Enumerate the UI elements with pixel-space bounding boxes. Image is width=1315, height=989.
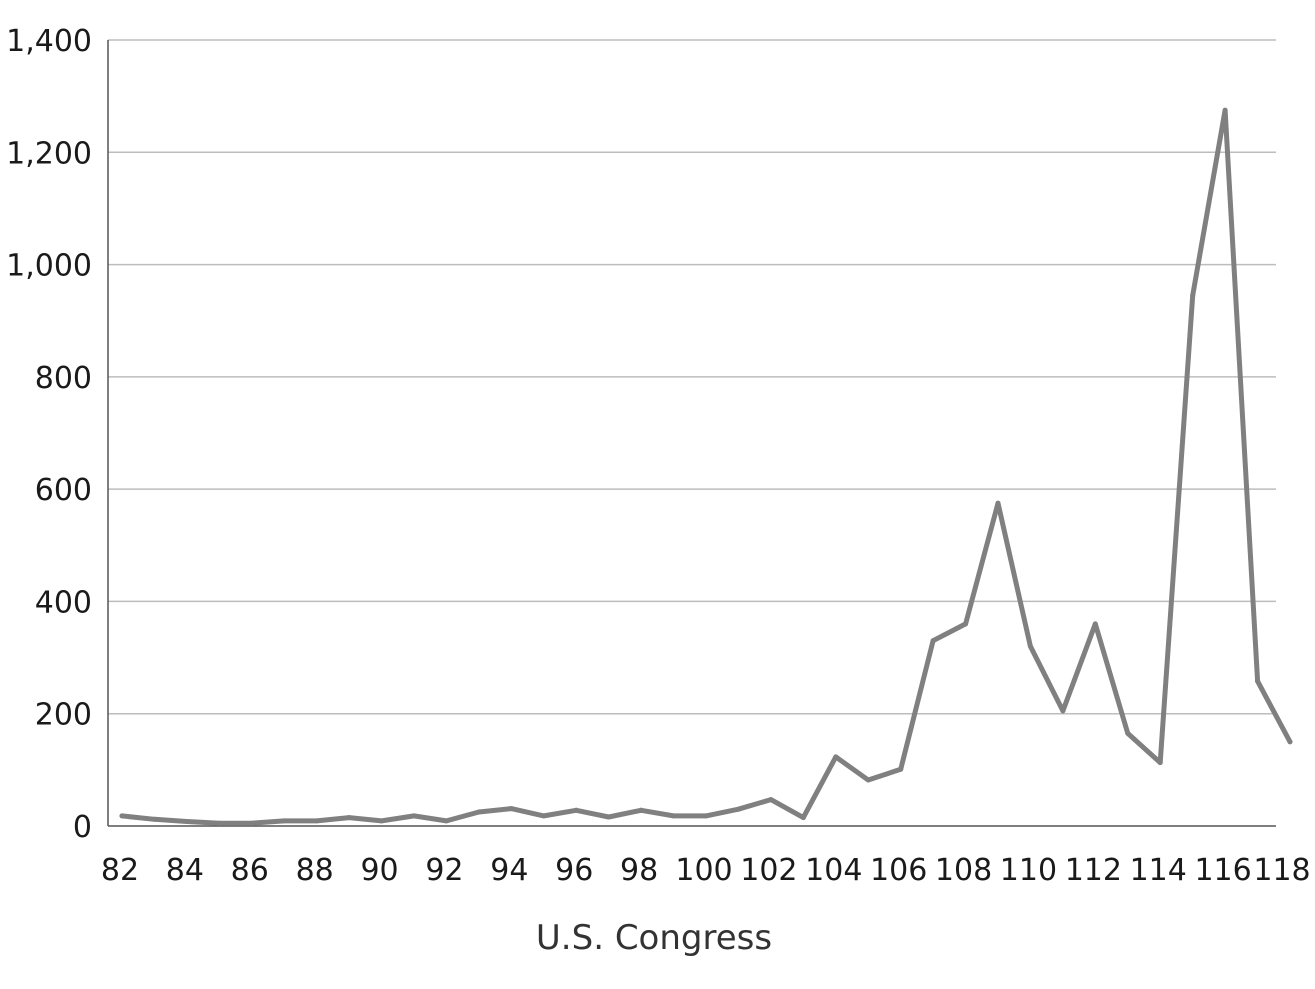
data-point [541,813,547,819]
x-tick-label: 108 [935,853,992,888]
data-point [800,815,806,821]
data-point [476,809,482,815]
x-tick-label: 102 [740,853,797,888]
y-tick-label: 1,400 [6,24,92,59]
data-point [703,813,709,819]
x-tick-label: 92 [425,853,463,888]
y-tick-label: 800 [35,361,92,396]
data-point [930,638,936,644]
x-axis-title: U.S. Congress [536,918,772,958]
y-tick-label: 600 [35,473,92,508]
series-line [119,107,1293,826]
x-tick-label: 114 [1130,853,1187,888]
axes [107,40,1276,827]
data-point [768,797,774,803]
x-tick-label: 110 [1000,853,1057,888]
x-tick-label: 98 [620,853,658,888]
x-tick-label: 106 [870,853,927,888]
x-tick-label: 116 [1194,853,1251,888]
data-point [1287,739,1293,745]
data-point [671,813,677,819]
data-point [119,813,125,819]
y-tick-label: 0 [73,810,92,845]
data-point [1222,107,1228,113]
x-tick-label: 118 [1253,853,1310,888]
data-point [1255,678,1261,684]
x-tick-label: 94 [490,853,528,888]
data-point [508,806,514,812]
data-point [1190,292,1196,298]
gridlines [108,39,1276,715]
x-tick-label: 112 [1065,853,1122,888]
data-point [281,818,287,824]
x-tick-label: 100 [675,853,732,888]
data-point [833,754,839,760]
data-point [573,807,579,813]
y-tick-label: 1,000 [6,249,92,284]
x-tick-label: 82 [101,853,139,888]
x-tick-label: 86 [231,853,269,888]
data-point [346,815,352,821]
data-point [963,621,969,627]
y-tick-label: 200 [35,698,92,733]
data-point [638,807,644,813]
x-tick-labels: 82 84 86 88 90 92 94 96 98 100 102 104 106 108 110 112 1… [101,853,1311,888]
data-point [411,813,417,819]
data-point [314,818,320,824]
x-tick-label: 104 [805,853,862,888]
y-tick-label: 400 [35,585,92,620]
y-tick-labels: 0 200 400 600 800 1,000 1,200 1,400 [6,24,92,845]
x-tick-label: 96 [555,853,593,888]
data-point [443,818,449,824]
data-point [898,766,904,772]
data-point [216,820,222,826]
data-point [865,777,871,783]
data-point [995,500,1001,506]
data-point [606,814,612,820]
data-point [735,806,741,812]
data-point [249,820,255,826]
data-point [151,816,157,822]
y-tick-label: 1,200 [6,136,92,171]
data-point [1125,730,1131,736]
data-point [1092,621,1098,627]
data-point [1027,643,1033,649]
data-point [379,818,385,824]
series-lines [119,107,1293,826]
data-point [1157,760,1163,766]
x-tick-label: 84 [166,853,204,888]
data-point [1060,708,1066,714]
x-tick-label: 88 [296,853,334,888]
x-tick-label: 90 [360,853,398,888]
data-point [184,819,190,824]
